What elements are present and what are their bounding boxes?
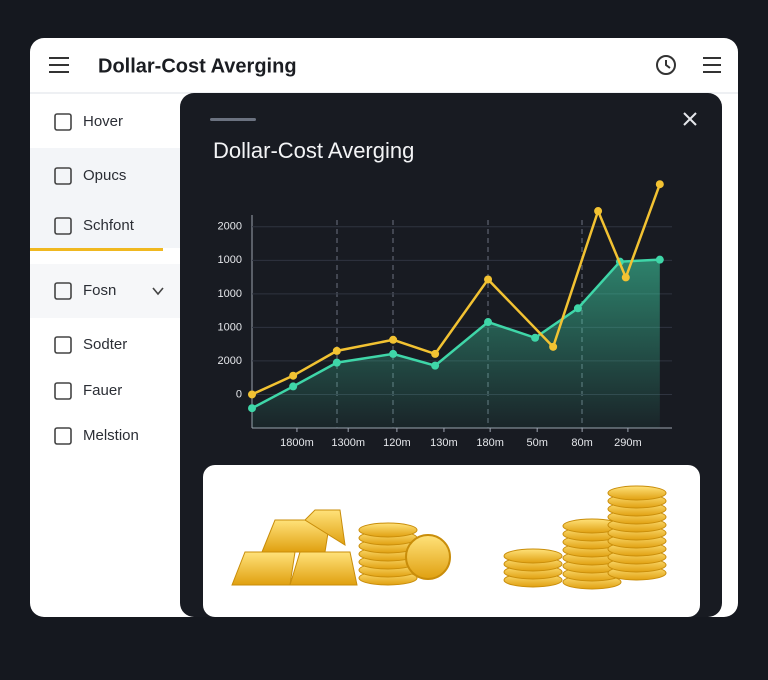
item-icon [54,427,72,445]
item-label: Melstion [83,427,139,444]
sidebar-item[interactable]: Hover [54,113,123,131]
sidebar-item[interactable]: Opucs [54,167,126,185]
point [332,358,341,367]
sidebar-item[interactable]: Sodter [54,336,127,354]
point [573,304,582,313]
point [431,349,440,358]
point [594,207,603,216]
header-title: Dollar-Cost Averging [98,55,297,77]
line [251,183,661,396]
item-label: Fauer [83,382,122,399]
y-tick-label: 1000 [218,321,242,333]
y-tick-label: 1000 [218,254,242,266]
x-tick-label: 180m [476,437,504,449]
line [251,258,660,410]
sidebar-item[interactable]: Fauer [54,382,122,400]
point [248,390,256,399]
point [549,342,558,351]
item-icon [54,282,72,300]
area [252,259,660,428]
options-icon[interactable] [703,57,721,73]
coin-face [405,534,451,580]
point [248,404,256,413]
point [655,180,664,189]
point [431,361,440,370]
point [621,273,630,282]
point [484,318,493,327]
x-tick-label: 80m [571,437,592,449]
item-label: Hover [83,113,123,130]
coin [358,522,418,538]
gold-bars [231,509,358,586]
coin [607,485,667,501]
history-icon[interactable] [656,55,676,75]
y-tick-label: 0 [236,388,242,400]
point [332,346,341,355]
item-label: Sodter [83,336,127,353]
x-tick-label: 1800m [280,437,314,449]
x-tick-label: 1300m [331,437,365,449]
point [289,371,298,380]
item-icon [54,336,72,354]
active-underline [30,248,163,251]
y-tick-label: 2000 [218,355,242,367]
sidebar-item[interactable]: Fosn [54,282,116,300]
sidebar-item[interactable]: Schfont [54,217,135,235]
coin [503,548,563,564]
point [389,349,398,358]
item-icon [54,217,72,235]
x-tick-label: 50m [526,437,547,449]
coins [358,485,667,590]
item-label: Fosn [83,282,116,299]
item-label: Schfont [83,217,135,234]
item-icon [54,113,72,131]
y-tick-label: 1000 [218,288,242,300]
item-icon [54,382,72,400]
sidebar-item[interactable]: Melstion [54,427,139,445]
menu-icon[interactable] [49,57,69,73]
x-tick-label: 130m [430,437,458,449]
item-label: Opucs [83,167,126,184]
point [655,255,664,264]
x-tick-label: 290m [614,437,642,449]
item-icon [54,167,72,185]
point [531,333,540,342]
modal-title: Dollar-Cost Averging [213,138,414,163]
point [389,335,398,344]
close-button[interactable] [683,112,697,126]
point [484,275,493,284]
chevron [152,287,164,296]
drag-handle [210,118,256,121]
x-tick-label: 120m [383,437,411,449]
y-tick-label: 2000 [218,221,242,233]
point [289,382,298,391]
